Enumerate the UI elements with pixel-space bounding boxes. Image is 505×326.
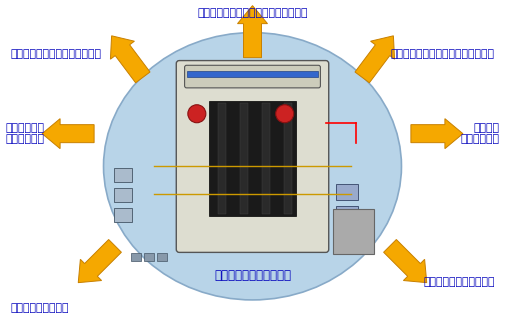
Bar (131, 253, 141, 261)
Bar (209, 101, 296, 216)
Circle shape (276, 105, 294, 123)
Bar (144, 253, 154, 261)
FancyArrow shape (111, 36, 150, 83)
Circle shape (188, 105, 206, 123)
Text: 亜鱛注入による放射能蔓積抑制技術: 亜鱛注入による放射能蔓積抑制技術 (391, 49, 495, 59)
Text: 運転管理
技術の高度化: 運転管理 技術の高度化 (461, 123, 500, 144)
Bar (336, 205, 358, 222)
FancyArrow shape (78, 240, 121, 283)
Bar (114, 208, 132, 222)
FancyArrow shape (411, 119, 463, 149)
Text: 系統化学除染による被ばく低減: 系統化学除染による被ばく低減 (10, 49, 101, 59)
Bar (218, 103, 226, 214)
FancyArrow shape (384, 240, 427, 283)
Bar (157, 253, 167, 261)
Bar (333, 209, 374, 254)
Bar (284, 103, 292, 214)
FancyArrow shape (42, 119, 94, 149)
Text: 水素注入による応力腐食割れ予防対策: 水素注入による応力腐食割れ予防対策 (197, 8, 308, 18)
FancyArrow shape (237, 6, 268, 58)
Text: 給水制御系の
ファジィ制御: 給水制御系の ファジィ制御 (5, 123, 44, 144)
FancyBboxPatch shape (185, 65, 320, 88)
Bar (262, 103, 270, 214)
Text: 新型転換炉ふげん発電所: 新型転換炉ふげん発電所 (214, 269, 291, 282)
Bar (114, 187, 132, 201)
Bar (240, 103, 248, 214)
Bar (336, 184, 358, 200)
Ellipse shape (104, 33, 401, 300)
Text: 重水精製装置の開発: 重水精製装置の開発 (10, 303, 69, 313)
Text: 遠隔自動検査装置の開発: 遠隔自動検査装置の開発 (423, 277, 495, 287)
FancyArrow shape (355, 36, 394, 83)
Bar (114, 168, 132, 182)
FancyBboxPatch shape (176, 61, 329, 252)
Bar (186, 71, 318, 77)
